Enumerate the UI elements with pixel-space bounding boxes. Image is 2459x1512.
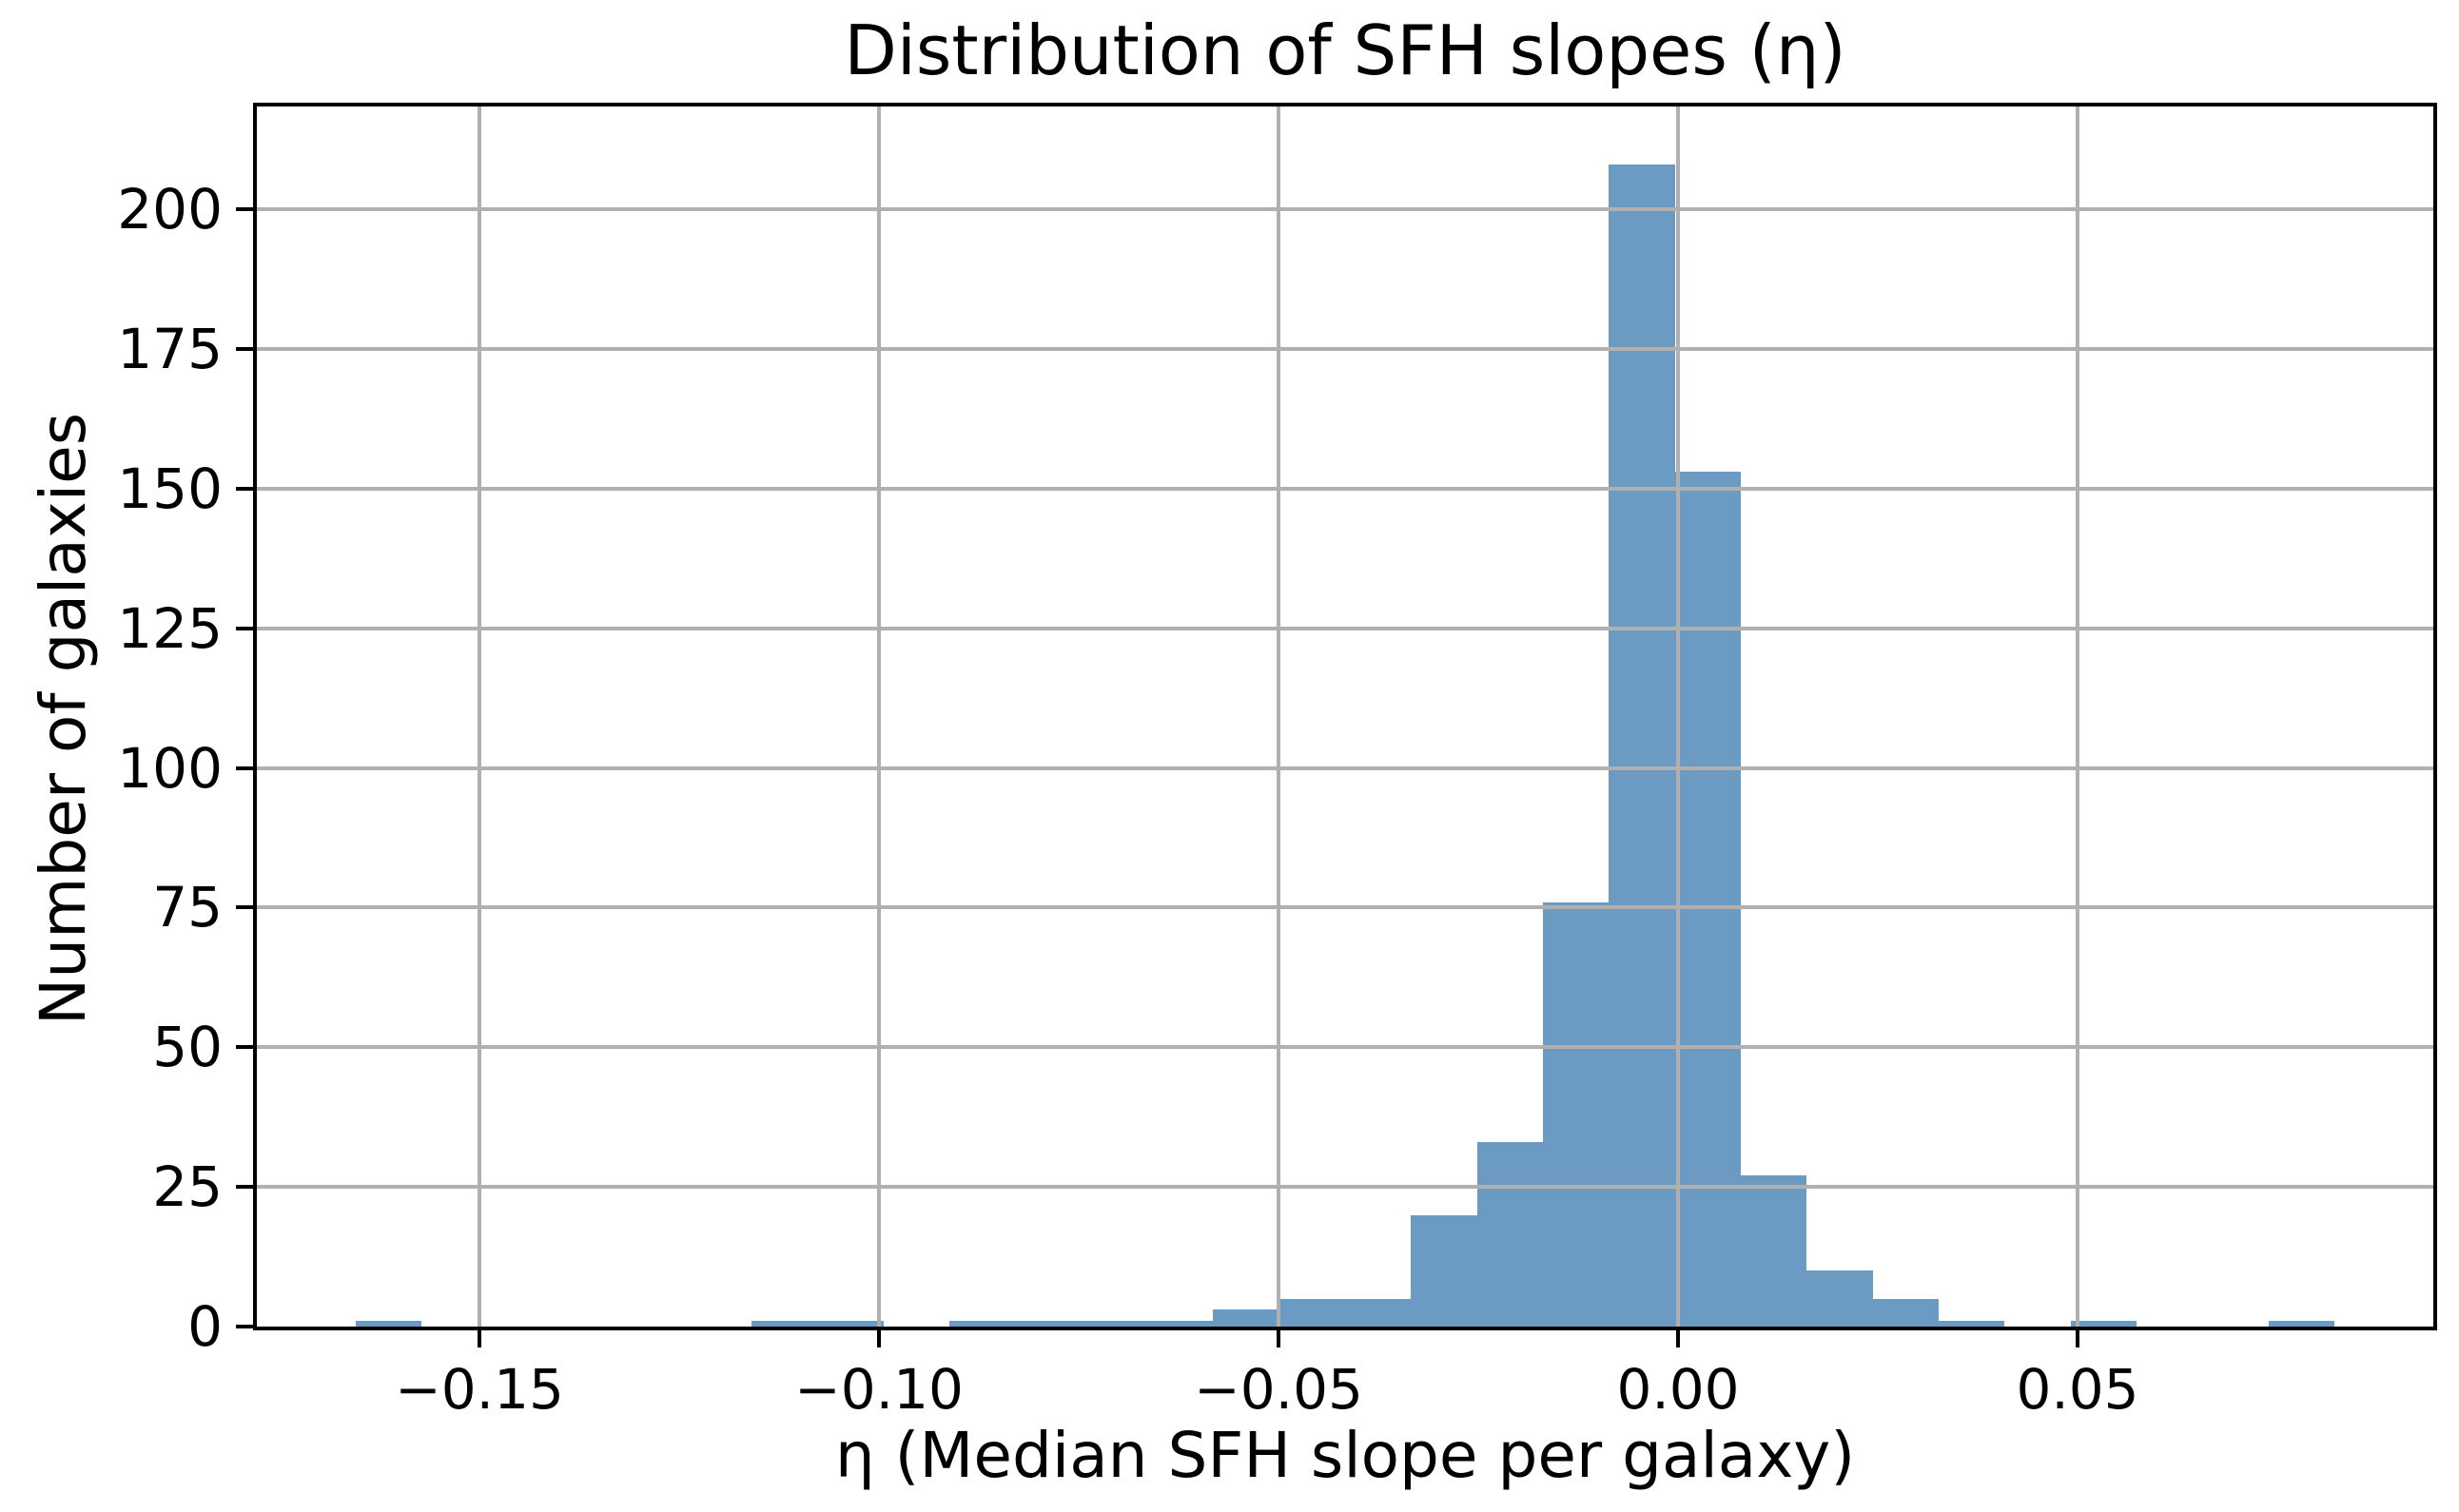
histogram-bar [2268,1321,2334,1327]
horizontal-gridline [257,1185,2433,1190]
histogram-bar [1344,1298,1412,1327]
y-tick-label: 0 [187,1294,223,1359]
y-tick-mark [236,766,253,770]
histogram-bar [1146,1321,1214,1327]
horizontal-gridline [257,346,2433,351]
y-tick-label: 50 [152,1015,223,1080]
vertical-gridline [1676,107,1681,1327]
y-tick-mark [236,1045,253,1050]
y-tick-label: 200 [117,177,223,242]
x-tick-mark [877,1330,882,1347]
chart-title: Distribution of SFH slopes (η) [844,10,1846,90]
x-tick-label: 0.00 [1616,1357,1740,1422]
horizontal-gridline [257,626,2433,630]
y-tick-mark [236,207,253,212]
histogram-bar [817,1321,884,1327]
histogram-bar [355,1321,422,1327]
plot-area [253,103,2437,1330]
horizontal-gridline [257,766,2433,770]
horizontal-gridline [257,1045,2433,1050]
y-tick-mark [236,1325,253,1328]
horizontal-gridline [257,905,2433,910]
histogram-bar [1674,472,1741,1327]
histogram-bar [1476,1142,1543,1327]
y-tick-label: 175 [117,316,223,381]
histogram-bar [1806,1270,1873,1327]
x-tick-label: −0.05 [1194,1357,1363,1422]
histogram-bar [1411,1214,1477,1327]
histogram-bar [1213,1309,1279,1327]
histogram-bar [1872,1298,1939,1327]
histogram-bar [948,1321,1016,1327]
histogram-bar [1740,1175,1807,1327]
horizontal-gridline [257,207,2433,212]
y-tick-mark [236,486,253,491]
histogram-bar [751,1321,818,1327]
histogram-bar [1609,165,1675,1327]
x-tick-label: −0.15 [395,1357,564,1422]
y-tick-label: 100 [117,735,223,801]
x-tick-mark [1277,1330,1281,1347]
histogram-bar [1081,1321,1147,1327]
y-tick-mark [236,626,253,630]
histogram-bar [2070,1321,2137,1327]
y-tick-label: 125 [117,595,223,661]
vertical-gridline [478,107,482,1327]
y-tick-mark [236,905,253,910]
y-axis-label: Number of galaxies [27,412,100,1026]
y-tick-label: 150 [117,456,223,521]
histogram-bar [1938,1321,2005,1327]
vertical-gridline [2076,107,2080,1327]
histogram-bar [1542,901,1610,1327]
y-tick-label: 75 [152,875,223,940]
y-tick-label: 25 [152,1154,223,1220]
x-tick-mark [2076,1330,2080,1347]
vertical-gridline [1277,107,1281,1327]
x-tick-mark [1676,1330,1681,1347]
x-tick-mark [478,1330,482,1347]
y-tick-mark [236,1185,253,1190]
bars-layer [257,107,2433,1327]
x-axis-label: η (Median SFH slope per galaxy) [834,1419,1856,1492]
y-tick-mark [236,346,253,351]
histogram-bar [1278,1298,1345,1327]
vertical-gridline [877,107,882,1327]
histogram-bar [1015,1321,1082,1327]
grid-layer [257,107,2433,1327]
horizontal-gridline [257,486,2433,491]
x-tick-label: −0.10 [794,1357,964,1422]
x-tick-label: 0.05 [2016,1357,2139,1422]
